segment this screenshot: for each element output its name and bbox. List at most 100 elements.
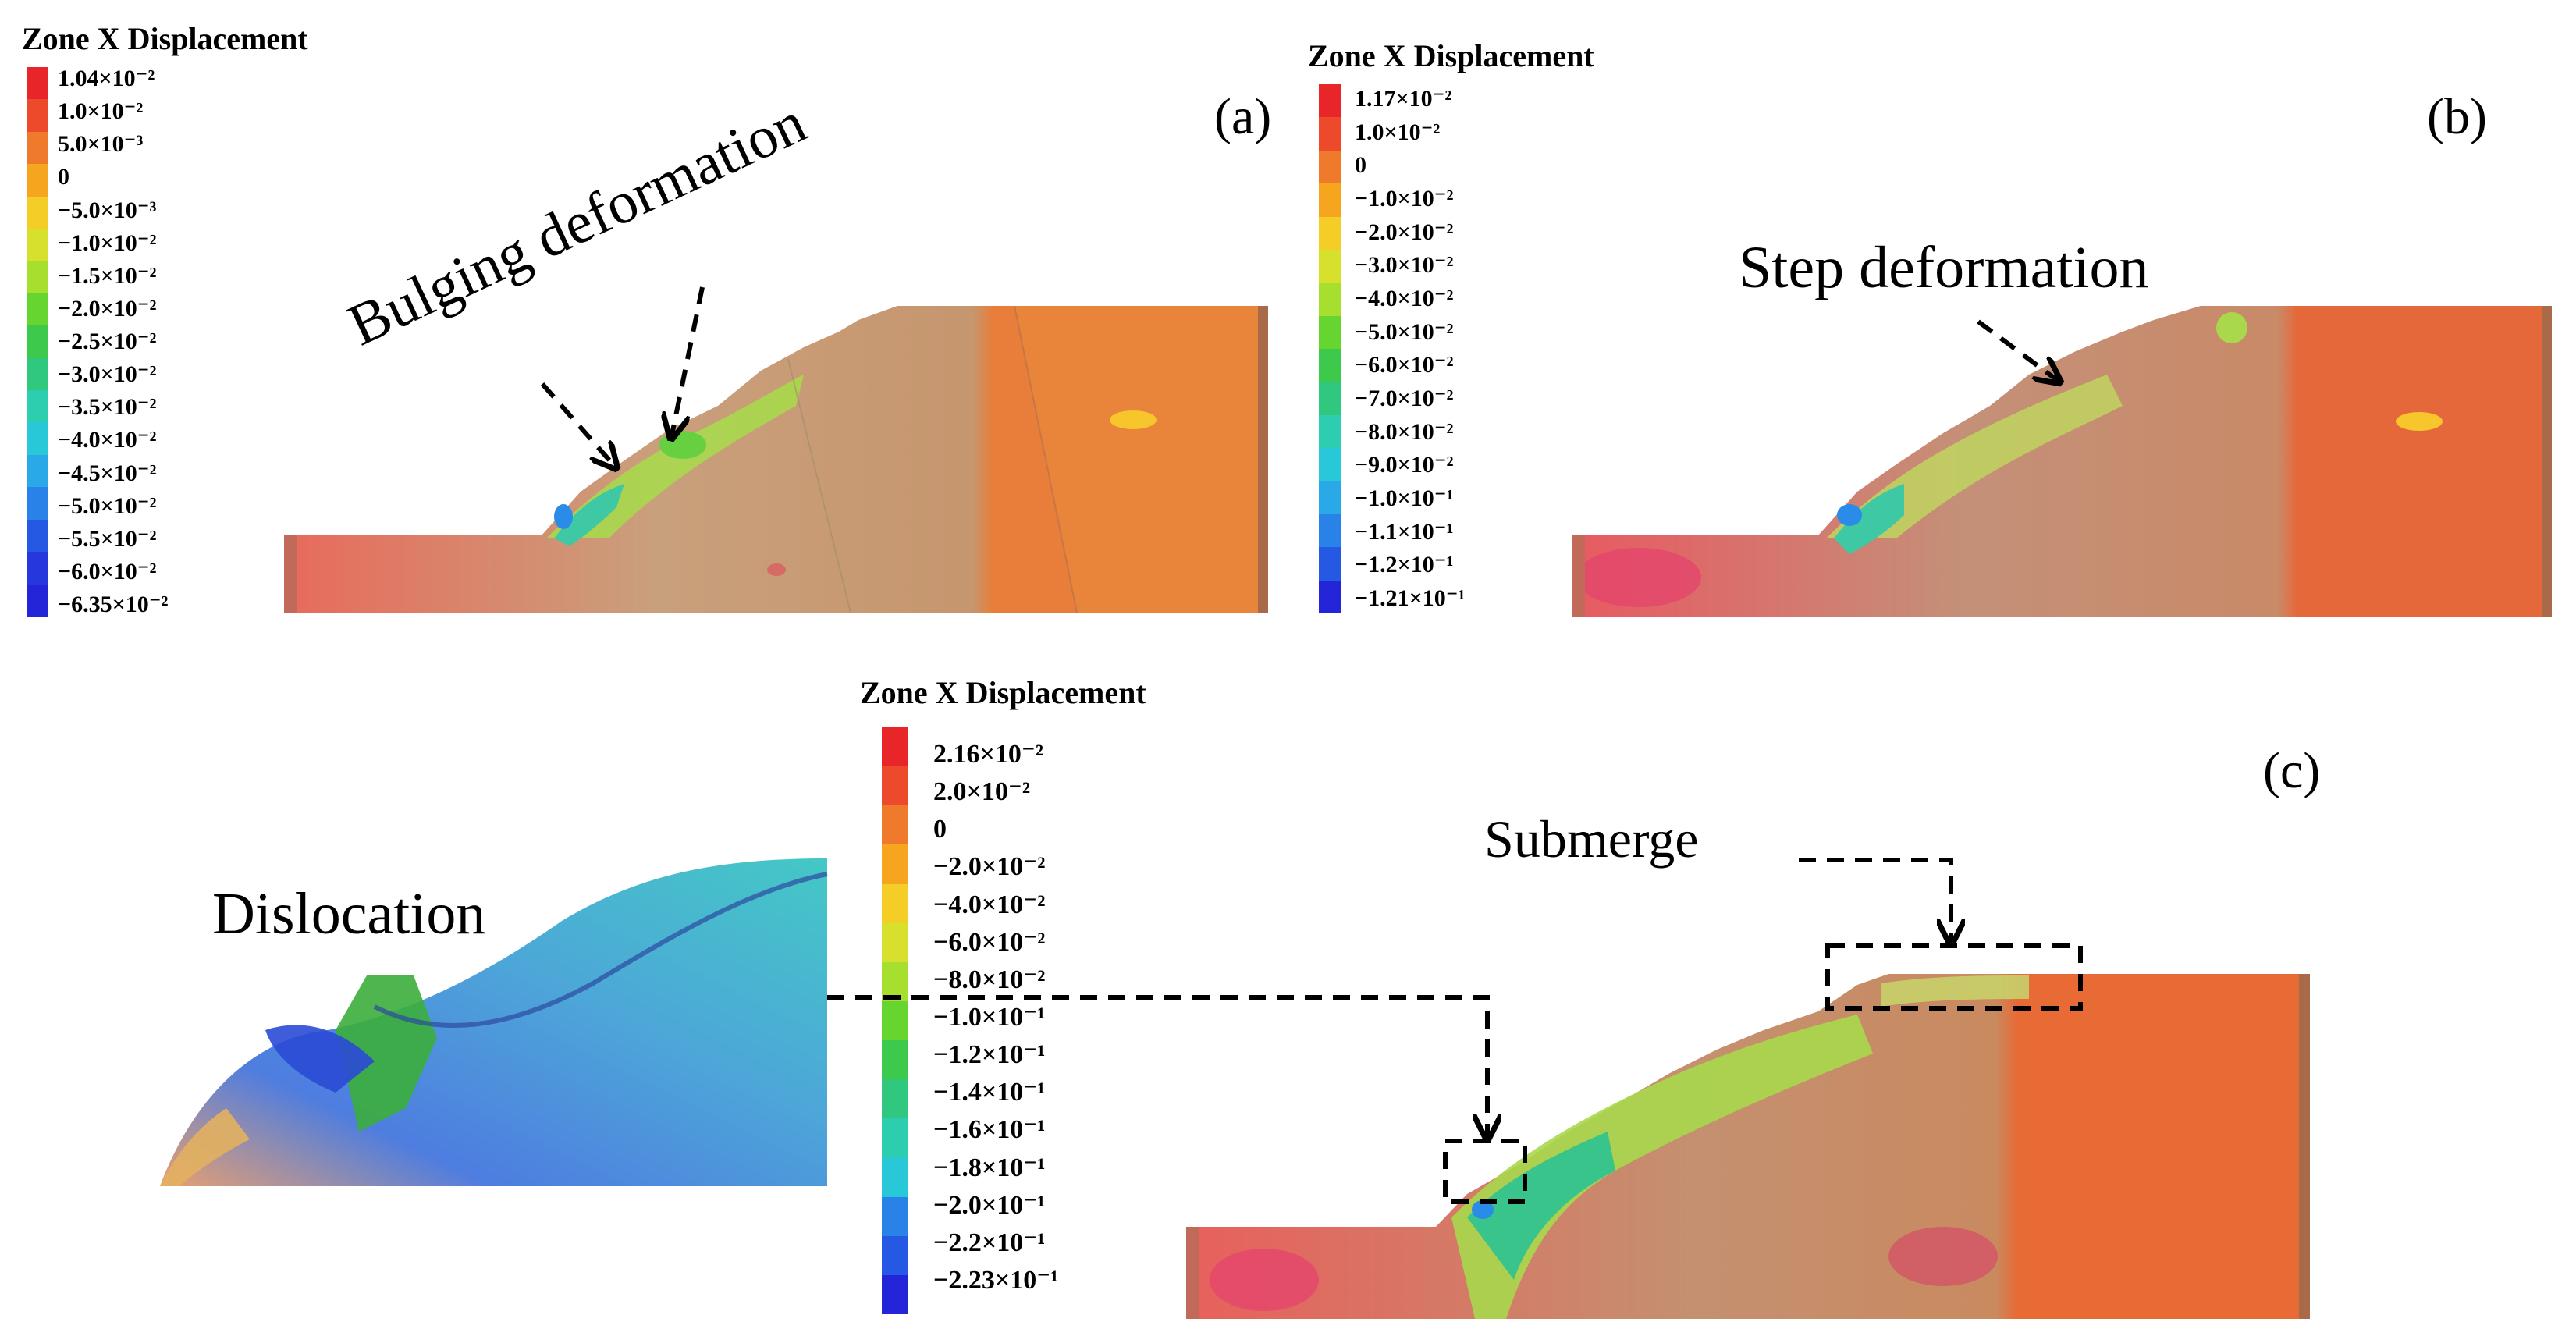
legend-tick-label: −3.0×10⁻² [58, 361, 157, 388]
legend-b-labels: 1.17×10⁻² 1.0×10⁻² 0 −1.0×10⁻² −2.0×10⁻² −3.0… [1355, 87, 1466, 610]
slope-c [1186, 974, 2310, 1319]
legend-tick-label: 1.0×10⁻² [1355, 119, 1441, 145]
legend-c-colorbar [882, 727, 908, 1315]
colorbar-swatch [1319, 414, 1341, 449]
colorbar-swatch [882, 766, 908, 806]
colorbar-swatch [27, 357, 48, 391]
colorbar-swatch [27, 131, 48, 165]
legend-tick-label: −3.5×10⁻² [58, 394, 157, 421]
colorbar-swatch [882, 1000, 908, 1041]
colorbar-swatch [882, 961, 908, 1001]
colorbar-swatch [1319, 216, 1341, 250]
legend-b-title: Zone X Displacement [1308, 38, 1594, 73]
legend-tick-label: −8.0×10⁻² [1355, 418, 1454, 445]
legend-tick-label: −5.0×10⁻² [58, 492, 157, 519]
legend-b-colorbar [1319, 84, 1341, 613]
legend-tick-label: −2.5×10⁻² [58, 329, 157, 354]
legend-tick-label: 0 [1355, 152, 1366, 179]
legend-c-labels: 2.16×10⁻² 2.0×10⁻² 0 −2.0×10⁻² −4.0×10⁻² −6.0… [933, 741, 1058, 1294]
colorbar-swatch [882, 1235, 908, 1275]
legend-tick-label: 5.0×10⁻³ [58, 131, 144, 158]
legend-tick-label: −1.8×10⁻¹ [933, 1153, 1046, 1182]
legend-tick-label: −1.21×10⁻¹ [1355, 585, 1466, 611]
slope-a [284, 305, 1268, 613]
colorbar-swatch [27, 261, 48, 293]
colorbar-swatch [882, 1040, 908, 1080]
colorbar-swatch [27, 67, 48, 100]
colorbar-swatch [27, 293, 48, 326]
legend-a-labels: 1.04×10⁻² 1.0×10⁻² 5.0×10⁻³ 0 −5.0×10⁻³ −1.0×… [58, 67, 169, 617]
legend-tick-label: −6.0×10⁻² [933, 927, 1046, 957]
submerge-arrow [1799, 858, 1951, 944]
bulging-arrow-1 [540, 382, 616, 468]
legend-tick-label: 0 [933, 815, 947, 844]
legend-tick-label: −8.0×10⁻² [933, 965, 1046, 994]
legend-tick-label: −1.0×10⁻¹ [1355, 485, 1454, 511]
legend-tick-label: −3.0×10⁻² [1355, 252, 1454, 279]
colorbar-swatch [882, 1157, 908, 1197]
colorbar-swatch [27, 487, 48, 520]
dislocation-arrow [827, 995, 1487, 1139]
colorbar-swatch [1319, 117, 1341, 151]
colorbar-swatch [882, 727, 908, 767]
colorbar-swatch [1319, 315, 1341, 349]
legend-tick-label: −4.0×10⁻² [933, 890, 1046, 919]
colorbar-swatch [27, 422, 48, 455]
legend-tick-label: −5.5×10⁻² [58, 525, 157, 552]
panel-label-a: (a) [1214, 88, 1272, 145]
colorbar-swatch [1319, 481, 1341, 514]
step-arrow [1977, 319, 2060, 382]
legend-tick-label: −7.0×10⁻² [1355, 385, 1454, 411]
legend-tick-label: 1.04×10⁻² [58, 66, 155, 91]
colorbar-swatch [1319, 547, 1341, 581]
legend-tick-label: −9.0×10⁻² [1355, 452, 1454, 478]
dislocation-label: Dislocation [212, 881, 486, 947]
dislocation-inset [160, 858, 828, 1186]
colorbar-swatch [1319, 249, 1341, 283]
colorbar-swatch [882, 1196, 908, 1236]
colorbar-swatch [882, 922, 908, 962]
legend-tick-label: −2.0×10⁻¹ [933, 1190, 1046, 1220]
submerge-label: Submerge [1484, 809, 1699, 869]
legend-tick-label: −1.0×10⁻² [58, 229, 157, 256]
colorbar-swatch [882, 1274, 908, 1315]
bulging-arrow-2 [671, 286, 705, 439]
colorbar-swatch [1319, 150, 1341, 184]
annotation-arrows [540, 286, 2083, 1204]
colorbar-swatch [27, 164, 48, 197]
panel-label-c: (c) [2263, 742, 2321, 799]
colorbar-swatch [882, 883, 908, 923]
colorbar-swatch [27, 229, 48, 261]
colorbar-swatch [1319, 580, 1341, 613]
legend-tick-label: −4.5×10⁻² [58, 460, 157, 486]
legend-a-colorbar [27, 67, 48, 617]
colorbar-swatch [882, 844, 908, 884]
legend-tick-label: 0 [58, 164, 69, 190]
legend-tick-label: −1.5×10⁻² [58, 262, 157, 289]
legend-tick-label: −1.1×10⁻¹ [1355, 518, 1454, 545]
colorbar-swatch [1319, 183, 1341, 217]
legend-tick-label: 1.17×10⁻² [1355, 86, 1452, 112]
colorbar-swatch [1319, 382, 1341, 415]
submerge-box [1825, 943, 2083, 1011]
colorbar-swatch [1319, 84, 1341, 118]
slope-b [1572, 306, 2552, 617]
dislocation-box [1443, 1139, 1527, 1204]
legend-tick-label: −2.2×10⁻¹ [933, 1228, 1046, 1257]
colorbar-swatch [882, 1118, 908, 1158]
step-deformation-label: Step deformation [1739, 235, 2149, 300]
colorbar-swatch [1319, 349, 1341, 382]
colorbar-swatch [27, 519, 48, 553]
legend-tick-label: −5.0×10⁻² [1355, 318, 1454, 345]
legend-c-title: Zone X Displacement [860, 675, 1146, 710]
legend-tick-label: −6.35×10⁻² [58, 592, 169, 617]
colorbar-swatch [27, 325, 48, 358]
legend-tick-label: −1.4×10⁻¹ [933, 1078, 1046, 1107]
legend-tick-label: −4.0×10⁻² [1355, 285, 1454, 311]
legend-tick-label: −6.0×10⁻² [1355, 352, 1454, 378]
legend-tick-label: 1.0×10⁻² [58, 98, 144, 125]
legend-tick-label: −4.0×10⁻² [58, 427, 157, 453]
colorbar-swatch [882, 1079, 908, 1119]
legend-tick-label: −2.23×10⁻¹ [933, 1265, 1059, 1295]
legend-tick-label: −2.0×10⁻² [933, 852, 1046, 882]
